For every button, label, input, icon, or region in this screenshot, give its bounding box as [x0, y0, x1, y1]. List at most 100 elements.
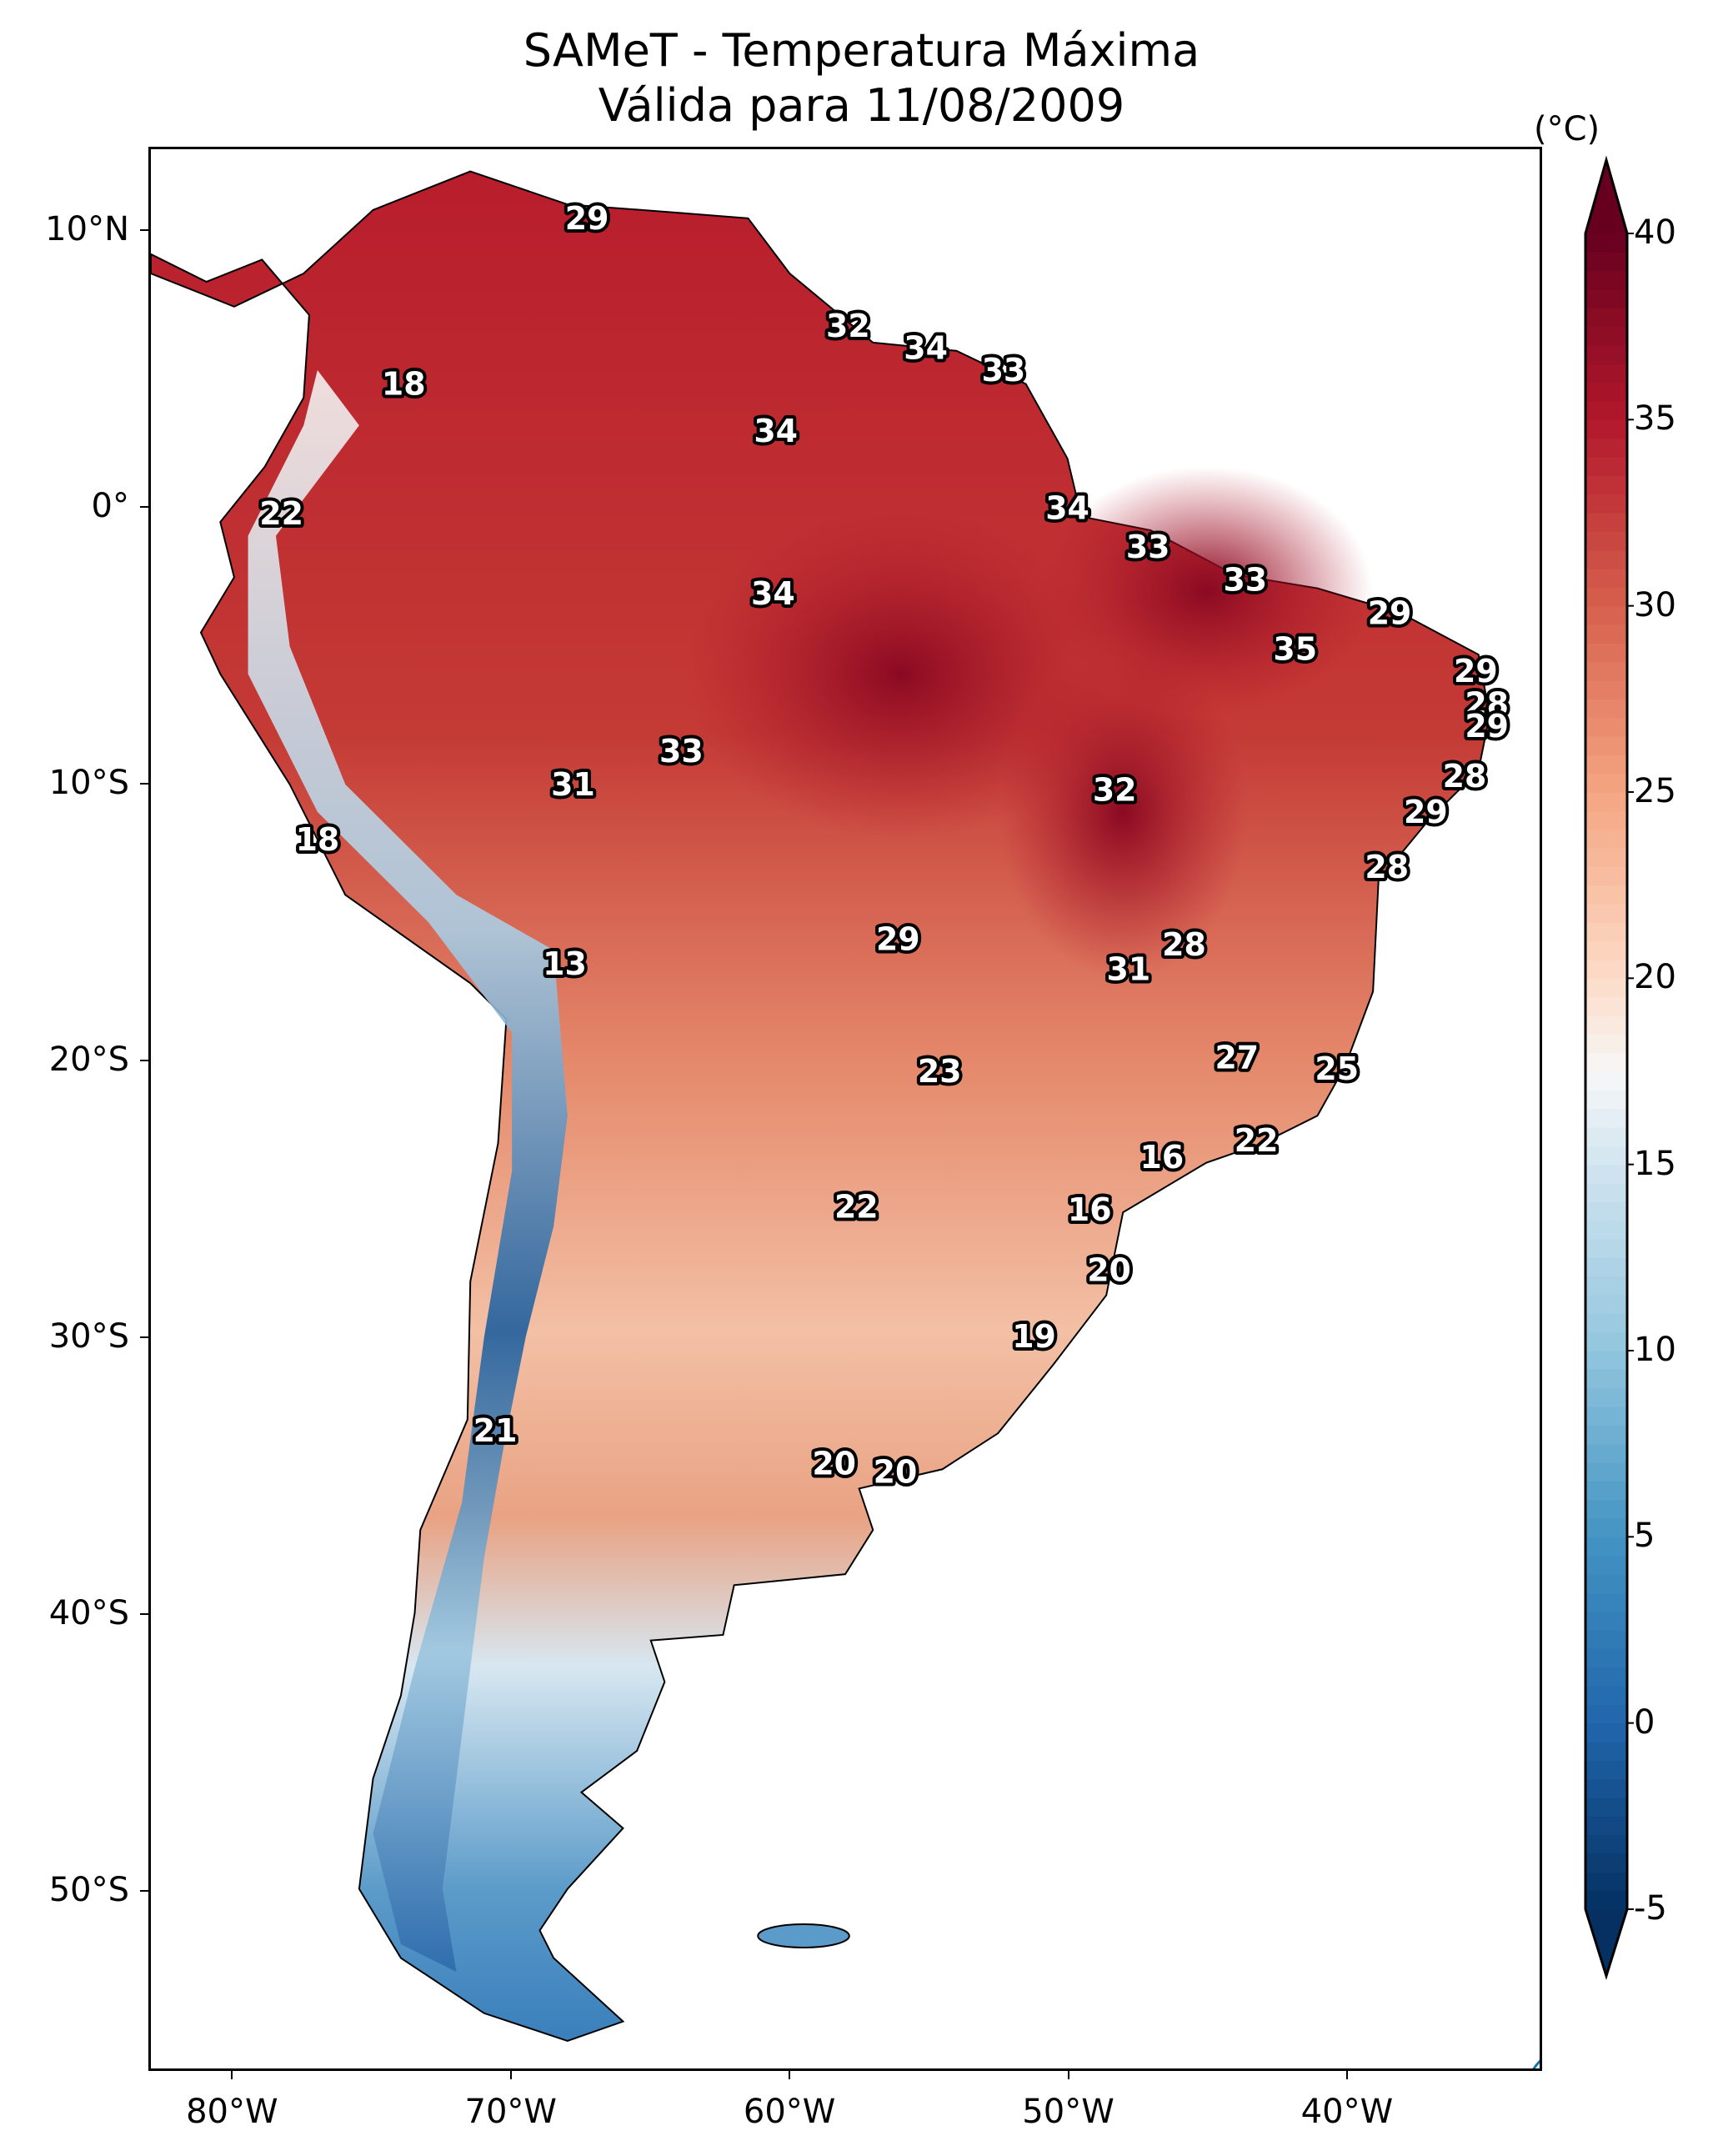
colorbar-segment [1585, 1667, 1627, 1687]
colorbar-segment [1585, 1239, 1627, 1258]
station-temperature-label: 20 [1087, 1252, 1131, 1289]
station-temperature-label: 33 [1223, 562, 1267, 599]
station-temperature-label: 33 [1126, 529, 1170, 565]
colorbar-segment [1585, 1351, 1627, 1370]
station-temperature-label: 25 [1315, 1050, 1359, 1087]
colorbar-segment [1585, 661, 1627, 681]
longitude-tick [509, 2071, 512, 2079]
falkland-islands [757, 1923, 850, 1948]
colorbar-segment [1585, 1090, 1627, 1110]
colorbar-segment [1585, 978, 1627, 998]
station-temperature-label: 20 [874, 1454, 918, 1491]
colorbar-segment [1585, 1648, 1627, 1668]
station-temperature-label: 29 [1465, 708, 1509, 745]
longitude-tick-label: 80°W [186, 2093, 278, 2131]
colorbar-segment [1585, 531, 1627, 551]
latitude-tick [140, 782, 148, 785]
colorbar-unit-label: (°C) [1534, 110, 1600, 148]
station-temperature-label: 29 [876, 920, 920, 957]
colorbar-segment [1585, 401, 1627, 420]
station-temperature-label: 13 [543, 945, 587, 982]
station-temperature-label: 27 [1215, 1040, 1259, 1076]
station-temperature-label: 29 [565, 200, 609, 237]
colorbar-segment [1585, 960, 1627, 979]
colorbar-segment [1585, 1778, 1627, 1798]
colorbar-segment [1585, 1834, 1627, 1854]
colorbar-segment [1585, 1313, 1627, 1333]
latitude-tick [140, 228, 148, 231]
colorbar-segment [1585, 549, 1627, 569]
station-temperature-label: 34 [754, 413, 798, 449]
colorbar-segment [1585, 1295, 1627, 1314]
station-temperature-label: 33 [982, 352, 1026, 389]
colorbar-segment [1585, 1406, 1627, 1426]
station-temperature-label: 35 [1273, 630, 1317, 667]
station-temperature-label: 29 [1368, 594, 1412, 631]
colorbar-segment [1585, 1034, 1627, 1054]
colorbar-segment [1585, 419, 1627, 439]
longitude-tick-label: 50°W [1022, 2093, 1114, 2131]
colorbar-tick-label: 0 [1634, 1702, 1655, 1742]
colorbar-segment [1585, 289, 1627, 308]
colorbar-segment [1585, 587, 1627, 607]
colorbar-segment [1585, 494, 1627, 514]
colorbar-segment [1585, 326, 1627, 346]
station-temperature-label: 32 [1093, 771, 1137, 808]
station-temperature-label: 28 [1443, 758, 1487, 795]
latitude-tick-label: 0° [91, 486, 129, 525]
colorbar-segment [1585, 1146, 1627, 1166]
colorbar-segment [1585, 1108, 1627, 1128]
station-temperature-label: 29 [1454, 653, 1498, 689]
colorbar-segment [1585, 624, 1627, 644]
station-temperature-label: 20 [812, 1446, 856, 1482]
map-title-line1: SAMeT - Temperatura Máxima [523, 24, 1200, 77]
colorbar [1584, 155, 1634, 1981]
station-temperature-label: 34 [751, 575, 795, 612]
station-temperature-label: 34 [904, 329, 948, 366]
colorbar-segment [1585, 364, 1627, 384]
colorbar-segment [1585, 810, 1627, 830]
station-temperature-label: 22 [834, 1189, 879, 1226]
colorbar-segment [1585, 1127, 1627, 1146]
station-temperature-label: 32 [826, 308, 870, 344]
colorbar-segment [1585, 755, 1627, 775]
colorbar-tick-label: 20 [1634, 958, 1676, 997]
colorbar-tick-label: 25 [1634, 772, 1676, 810]
colorbar-segment [1585, 1220, 1627, 1240]
colorbar-segment [1585, 904, 1627, 923]
map-plot-area: 29 32 34 33 18 34 22 34 33 33 34 29 35 29 28 29 33 28 31 32… [148, 147, 1542, 2071]
colorbar-segment [1585, 382, 1627, 402]
station-temperature-label: 22 [1235, 1122, 1279, 1159]
colorbar-segment [1585, 792, 1627, 811]
colorbar-segment [1585, 1257, 1627, 1277]
latitude-tick [140, 1890, 148, 1893]
station-temperature-label: 34 [1045, 490, 1089, 527]
station-temperature-label: 28 [1465, 686, 1509, 723]
station-temperature-label: 31 [1107, 951, 1151, 988]
latitude-tick [140, 1059, 148, 1061]
colorbar-segment [1585, 1164, 1627, 1184]
colorbar-segment [1585, 1387, 1627, 1407]
andes-cold-band [248, 370, 568, 1973]
longitude-tick [1345, 2071, 1348, 2079]
station-temperature-label: 29 [1404, 794, 1448, 830]
latitude-tick [140, 505, 148, 508]
colorbar-segment [1585, 1742, 1627, 1761]
colorbar-segment [1585, 717, 1627, 737]
station-temperature-label: 16 [1140, 1139, 1185, 1176]
colorbar-segment [1585, 1816, 1627, 1836]
colorbar-segment [1585, 940, 1627, 960]
colorbar-tick-label: 40 [1634, 213, 1676, 252]
colorbar-segment [1585, 1425, 1627, 1445]
longitude-tick [789, 2071, 791, 2079]
latitude-tick [140, 1613, 148, 1616]
colorbar-segment [1585, 1331, 1627, 1351]
colorbar-tick-label: 10 [1634, 1331, 1676, 1369]
inpe-logo: INPE [1532, 2059, 1540, 2068]
colorbar-segment [1585, 1499, 1627, 1519]
station-temperature-label: 33 [659, 733, 704, 770]
colorbar-segment [1585, 345, 1627, 364]
colorbar-segment [1585, 866, 1627, 886]
south-america-landmass [151, 170, 1491, 2042]
